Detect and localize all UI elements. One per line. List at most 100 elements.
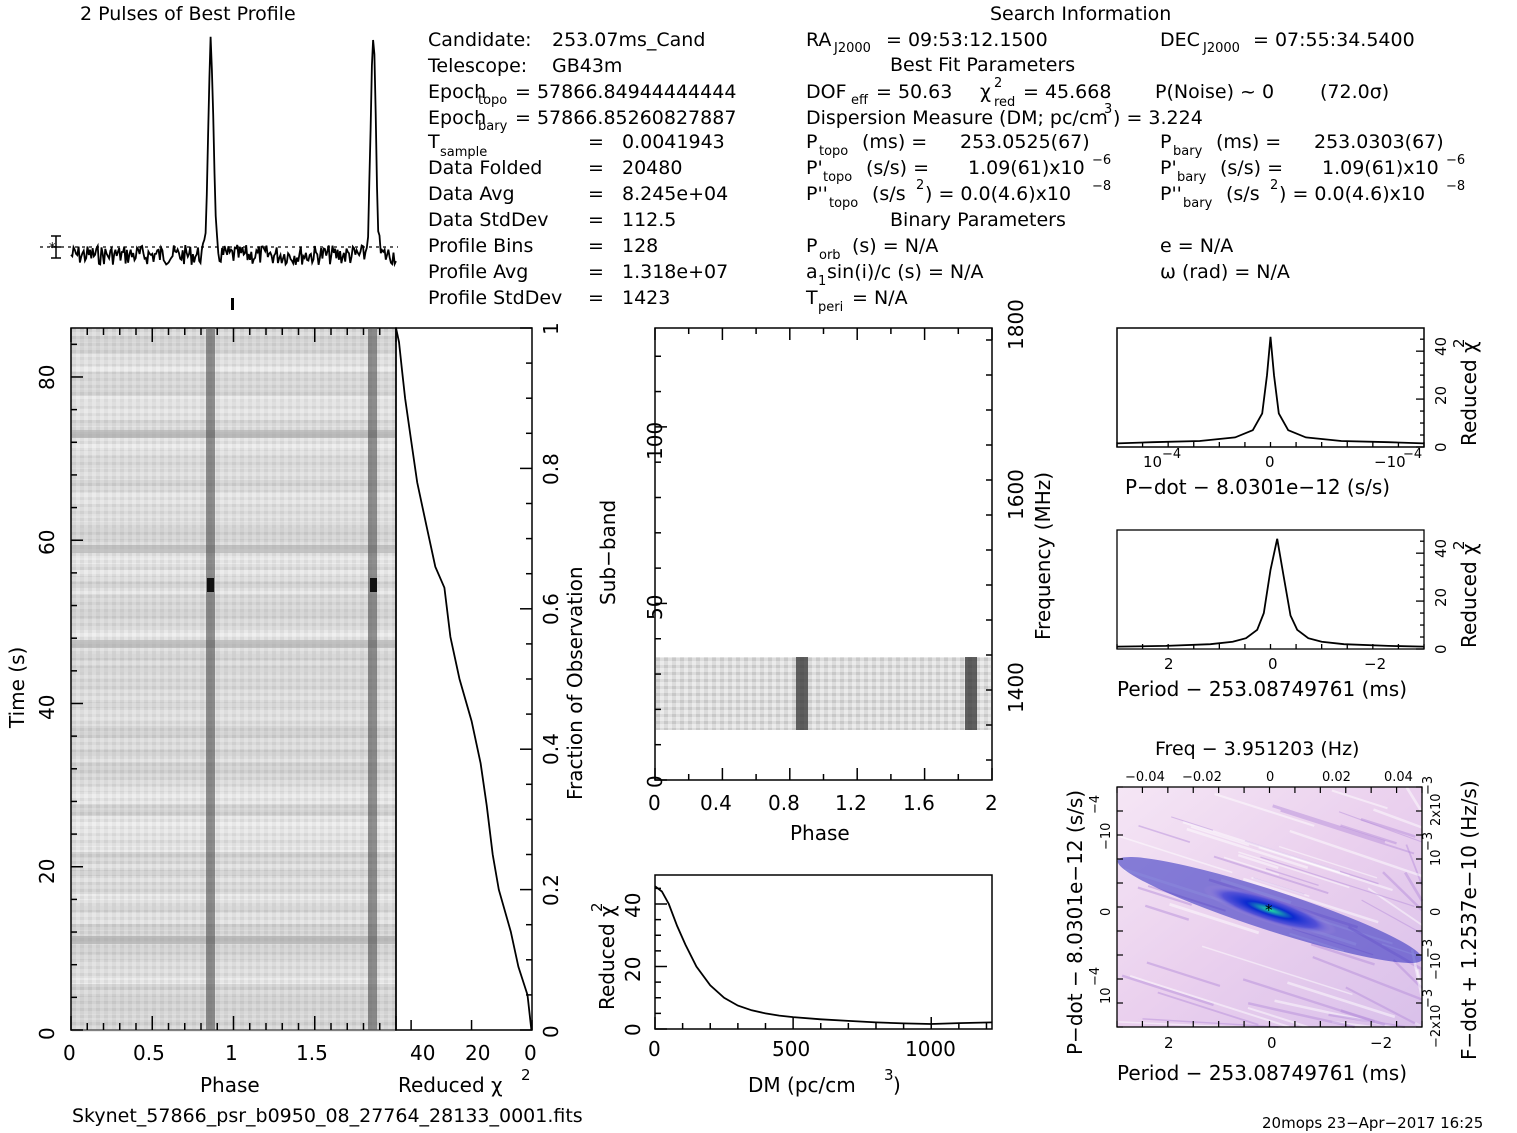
time-tick-60: 60: [35, 530, 59, 555]
phase-tick-1: 1: [225, 1041, 238, 1065]
heatmap-row: [72, 468, 395, 474]
ptopo-sub: topo: [819, 144, 848, 159]
chi-label: χ: [980, 81, 991, 103]
heatmap-row: [72, 624, 395, 630]
info-label: Candidate:: [428, 29, 532, 51]
map-streak: [1382, 871, 1423, 912]
heatmap-row: [72, 750, 395, 756]
redchi-ticks: [410, 327, 533, 1031]
info-value: 112.5: [622, 209, 676, 231]
map-streak: [1137, 886, 1193, 906]
info-eq: =: [588, 131, 604, 153]
info-value: 0.0041943: [622, 131, 725, 153]
pdot-tick-pos: −10: [1374, 453, 1406, 471]
freq-axis-label: Frequency (MHz): [1031, 472, 1055, 640]
map-streak: [1121, 974, 1214, 1007]
map-streak: [1289, 829, 1423, 878]
map-period-tick-neg2: −2: [1370, 1034, 1392, 1052]
map-period-tick-0: 0: [1267, 1034, 1277, 1052]
heatmap-row: [72, 576, 395, 582]
tperi-label: T: [805, 287, 818, 309]
heatmap-row: [72, 612, 395, 618]
frac-tick-0.4: 0.4: [539, 733, 563, 765]
redchi-fraction-plot: 40 20 0 Reduced χ 2 0 0.2 0.4 0.6 0.8 1 …: [395, 322, 587, 1097]
dof-value: = 50.63: [876, 81, 952, 103]
map-streak: [1214, 792, 1315, 827]
heatmap-row: [72, 618, 395, 624]
footer-stamp: 20mops 23−Apr−2017 16:25: [1262, 1114, 1483, 1132]
map-pdot-tick-neg: 10: [1099, 987, 1114, 1004]
info-label: Profile StdDev: [428, 287, 562, 309]
map-fdot-tick-2e-3-exp: −3: [1421, 776, 1436, 795]
dm-ticks: [654, 887, 988, 1030]
profile-trace: [70, 36, 397, 268]
heatmap-row: [72, 708, 395, 714]
heatmap-row: [72, 810, 395, 816]
map-streak: [1405, 786, 1424, 814]
pulse-column-1: [206, 328, 215, 1030]
time-tick-80: 80: [35, 365, 59, 390]
map-fdot-tick-neg1e-3-exp: −3: [1421, 939, 1436, 958]
porb-sub: orb: [819, 248, 841, 263]
heatmap-row: [72, 984, 395, 990]
info-label: Epoch: [428, 107, 486, 129]
redchi-tick-40: 40: [410, 1041, 435, 1065]
heatmap-row: [72, 426, 395, 432]
heatmap-row: [72, 1008, 395, 1014]
heatmap-row: [72, 816, 395, 822]
pddbary-label: P'': [1160, 183, 1182, 205]
chi-sub: red: [994, 95, 1015, 110]
map-streak: [1345, 986, 1423, 1028]
info-eq: =: [588, 209, 604, 231]
map-freq-tick-neg02: −0.02: [1182, 770, 1222, 785]
dm-redchi-tick-0: 0: [621, 1023, 645, 1036]
map-pdot-tick-neg-exp: −4: [1088, 967, 1103, 986]
heatmap-row: [72, 504, 395, 510]
dm-tick-1000: 1000: [905, 1037, 956, 1061]
phase-tick-0: 0: [63, 1041, 76, 1065]
heatmap-row: [72, 594, 395, 600]
heatmap-row: [72, 954, 395, 960]
map-streak: [1171, 816, 1214, 831]
period-tick-0: 0: [1268, 655, 1278, 673]
ptopo-label: P: [806, 131, 817, 153]
dm-axis-close: ): [893, 1073, 901, 1097]
period-frame: [1116, 529, 1425, 650]
subband-pulse-2: [965, 657, 977, 730]
pdtopo-unit: (s/s) =: [866, 157, 929, 179]
period-redchi-tick-20: 20: [1432, 588, 1450, 607]
info-eq: =: [588, 235, 604, 257]
subband-axis-label: Sub−band: [596, 500, 620, 605]
heatmap-row: [72, 870, 395, 876]
map-streak: [1265, 867, 1319, 887]
a1-sub: 1: [818, 274, 826, 289]
heatmap-row: [72, 864, 395, 870]
pddtopo-sub: topo: [829, 196, 858, 211]
sb-phase-tick-2: 2: [985, 791, 998, 815]
pddtopo-sup: 2: [916, 178, 924, 193]
map-streak: [1223, 856, 1280, 876]
map-streak: [1414, 1021, 1423, 1029]
heatmap-band: [72, 545, 395, 553]
heatmap-row: [72, 528, 395, 534]
heatmap-row: [72, 804, 395, 810]
redchi-axis-sup: 2: [521, 1066, 531, 1084]
heatmap-row: [72, 552, 395, 558]
heatmap-row: [72, 648, 395, 654]
heatmap-row: [72, 384, 395, 390]
info-label: T: [427, 131, 440, 153]
heatmap-row: [72, 558, 395, 564]
map-freq-tick-0: 0: [1266, 770, 1274, 785]
map-freq-tick-neg04: −0.04: [1125, 770, 1165, 785]
info-value: 128: [622, 235, 658, 257]
heatmap-band: [72, 640, 395, 648]
phase-axis-label: Phase: [200, 1073, 260, 1097]
ppdot-map-core: [1203, 885, 1337, 935]
map-streak: [1360, 817, 1416, 838]
heatmap-row: [72, 1002, 395, 1008]
period-redchi-tick-0: 0: [1432, 644, 1450, 654]
heatmap-row: [72, 756, 395, 762]
info-subscript: bary: [478, 119, 508, 134]
map-streak: [1310, 943, 1375, 966]
search-info: RA J2000 = 09:53:12.1500 DEC J2000 = 07:…: [805, 29, 1465, 315]
